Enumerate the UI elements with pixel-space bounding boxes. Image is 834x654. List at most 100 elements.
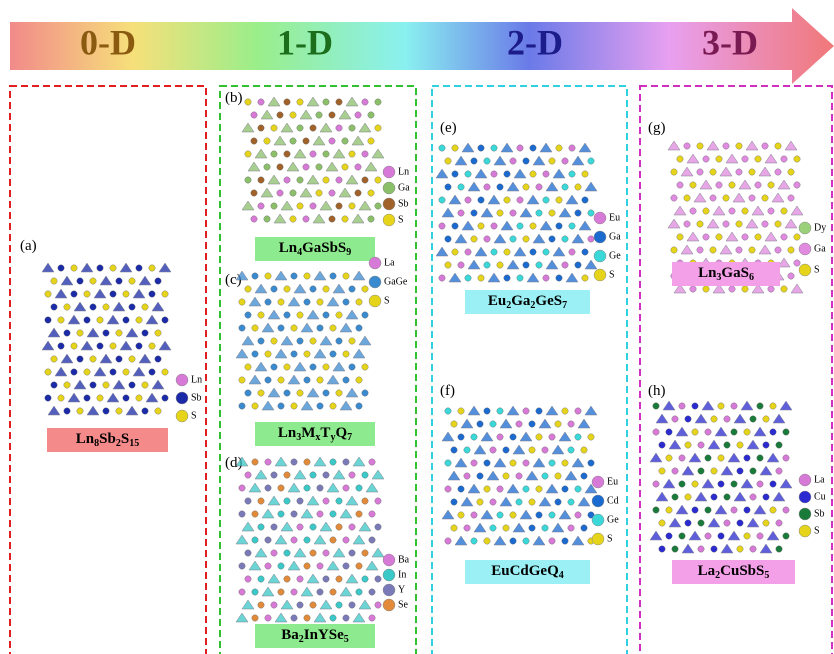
atom	[322, 285, 330, 293]
atom	[782, 428, 790, 436]
atom	[548, 157, 556, 165]
legend-label: Eu	[607, 476, 618, 487]
atom	[361, 98, 369, 106]
polyhedron	[267, 174, 281, 185]
atom	[128, 381, 136, 389]
polyhedron	[688, 530, 702, 541]
atom	[516, 196, 524, 204]
atom	[296, 202, 304, 210]
legend-label: Ln	[398, 166, 409, 177]
polyhedron	[358, 200, 372, 211]
atom	[463, 446, 471, 454]
polyhedron	[474, 168, 488, 179]
polyhedron	[312, 135, 326, 146]
polyhedron	[571, 535, 585, 546]
atom	[44, 316, 52, 324]
atom	[329, 324, 337, 332]
atom	[529, 248, 537, 256]
formula-subscript: 2	[299, 634, 304, 645]
atom	[354, 111, 362, 119]
atom	[522, 183, 530, 191]
formula-text: S	[121, 431, 129, 447]
atom	[561, 157, 569, 165]
atom	[463, 472, 471, 480]
panel-letter: (c)	[225, 272, 242, 288]
polyhedron	[584, 483, 598, 494]
polyhedron	[693, 192, 707, 203]
polyhedron	[667, 140, 681, 151]
crystal-structure	[41, 262, 172, 416]
legend-label: Sb	[398, 198, 409, 209]
formula: Ln3GaS6	[698, 265, 754, 283]
atom	[457, 209, 465, 217]
polyhedron	[493, 233, 507, 244]
atom	[329, 588, 337, 596]
atom	[509, 433, 517, 441]
atom	[457, 511, 465, 519]
atom	[328, 111, 336, 119]
atom	[735, 142, 743, 150]
atom	[561, 459, 569, 467]
polyhedron	[565, 272, 579, 283]
polyhedron	[571, 457, 585, 468]
legend-label: La	[814, 474, 825, 485]
atom	[303, 562, 311, 570]
atom	[678, 532, 686, 540]
legend-swatch	[593, 230, 607, 244]
atom	[270, 337, 278, 345]
atom	[296, 497, 304, 505]
atom	[769, 402, 777, 410]
atom	[652, 480, 660, 488]
atom	[109, 264, 117, 272]
atom	[277, 402, 285, 410]
legend-swatch	[382, 165, 396, 179]
atom	[574, 183, 582, 191]
polyhedron	[248, 296, 262, 307]
atom	[309, 202, 317, 210]
polyhedron	[719, 166, 733, 177]
polyhedron	[649, 530, 663, 541]
formula-box	[47, 428, 168, 452]
atom	[244, 285, 252, 293]
panel-letter: (h)	[648, 383, 666, 399]
formula: EuCdGeQ4	[491, 563, 564, 581]
atom	[257, 601, 265, 609]
atom	[63, 303, 71, 311]
polyhedron	[558, 431, 572, 442]
polyhedron	[784, 140, 798, 151]
formula: Ln3MxTyQ7	[278, 425, 352, 443]
atom	[102, 303, 110, 311]
atom	[348, 285, 356, 293]
formula-text: Ga	[511, 293, 531, 309]
atom	[309, 523, 317, 531]
formula-box	[255, 624, 375, 648]
atom	[502, 472, 510, 480]
polyhedron	[662, 400, 676, 411]
atom	[451, 144, 459, 152]
atom	[736, 467, 744, 475]
formula: La2CuSbS5	[698, 563, 770, 581]
atom	[154, 277, 162, 285]
atom	[782, 506, 790, 514]
polyhedron	[345, 309, 359, 320]
atom	[709, 168, 717, 176]
polyhedron	[467, 259, 481, 270]
polyhedron	[668, 439, 682, 450]
polyhedron	[545, 405, 559, 416]
polyhedron	[727, 530, 741, 541]
legend-label: In	[398, 569, 406, 580]
atom	[489, 446, 497, 454]
polyhedron	[784, 218, 798, 229]
atom	[316, 484, 324, 492]
legend-swatch	[593, 211, 607, 225]
atom	[244, 363, 252, 371]
legend-label: S	[814, 525, 820, 536]
atom	[652, 402, 660, 410]
atom	[555, 196, 563, 204]
atom	[676, 155, 684, 163]
polyhedron	[267, 495, 281, 506]
atom	[793, 233, 801, 241]
atom	[710, 493, 718, 501]
atom	[684, 493, 692, 501]
